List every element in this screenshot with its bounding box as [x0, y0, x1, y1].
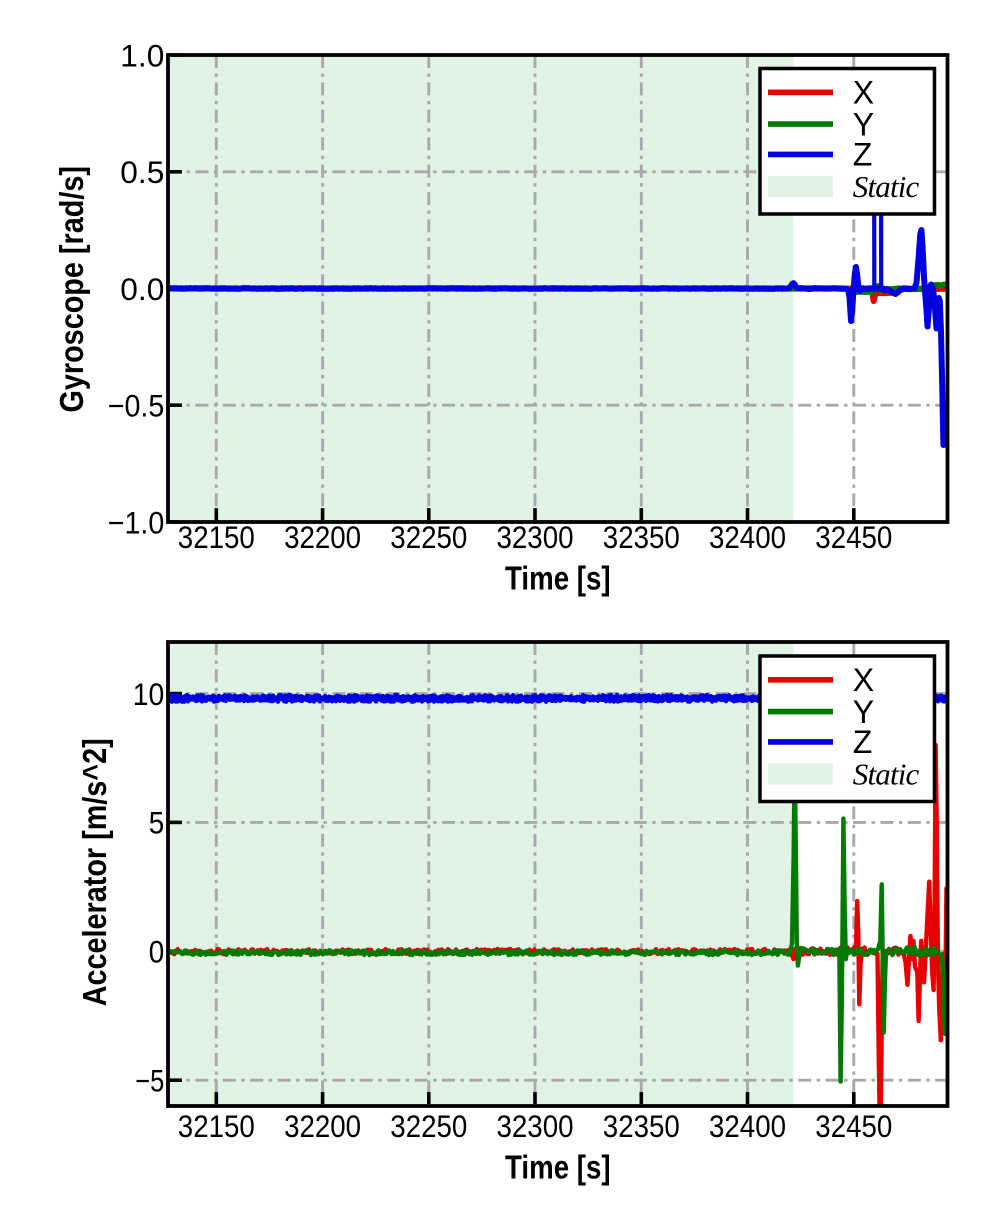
- svg-text:Y: Y: [853, 106, 874, 142]
- svg-text:32200: 32200: [284, 1108, 361, 1144]
- svg-text:32450: 32450: [815, 519, 892, 555]
- svg-text:−0.5: −0.5: [108, 388, 165, 424]
- svg-text:Z: Z: [853, 724, 873, 760]
- svg-text:Time [s]: Time [s]: [505, 560, 611, 597]
- svg-text:Accelerator [m/s^2]: Accelerator [m/s^2]: [76, 738, 113, 1006]
- svg-text:32350: 32350: [603, 519, 680, 555]
- svg-text:32350: 32350: [603, 1108, 680, 1144]
- svg-text:32300: 32300: [497, 519, 574, 555]
- svg-text:32400: 32400: [709, 519, 786, 555]
- svg-text:Static: Static: [853, 169, 920, 204]
- svg-text:Time [s]: Time [s]: [505, 1149, 611, 1186]
- svg-text:32150: 32150: [178, 519, 255, 555]
- svg-text:Gyroscope [rad/s]: Gyroscope [rad/s]: [53, 166, 90, 413]
- svg-text:10: 10: [133, 676, 165, 712]
- svg-text:32400: 32400: [709, 1108, 786, 1144]
- svg-text:0.5: 0.5: [120, 154, 164, 190]
- svg-text:−5: −5: [135, 1063, 164, 1099]
- svg-text:Static: Static: [853, 757, 920, 792]
- svg-text:−1.0: −1.0: [108, 504, 165, 540]
- svg-text:Z: Z: [853, 137, 873, 173]
- svg-text:32300: 32300: [497, 1108, 574, 1144]
- svg-text:X: X: [853, 75, 874, 111]
- svg-text:X: X: [853, 662, 874, 698]
- svg-text:32150: 32150: [178, 1108, 255, 1144]
- svg-text:32250: 32250: [390, 519, 467, 555]
- svg-text:32200: 32200: [284, 519, 361, 555]
- svg-text:32250: 32250: [390, 1108, 467, 1144]
- svg-text:0.0: 0.0: [120, 271, 164, 307]
- svg-text:0: 0: [149, 934, 165, 970]
- svg-text:Y: Y: [853, 694, 874, 730]
- svg-text:1.0: 1.0: [120, 37, 164, 73]
- svg-text:32450: 32450: [815, 1108, 892, 1144]
- svg-text:5: 5: [149, 805, 165, 841]
